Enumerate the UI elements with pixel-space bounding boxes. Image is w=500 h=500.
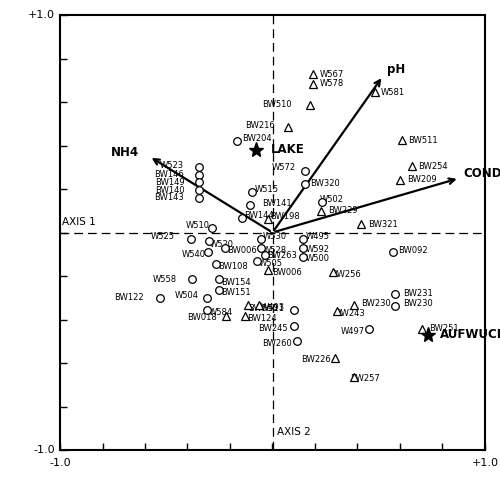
Text: BW092: BW092	[398, 246, 428, 255]
Text: pH: pH	[387, 63, 406, 76]
Text: AUFWUCHS: AUFWUCHS	[440, 328, 500, 341]
Text: W495: W495	[306, 232, 330, 241]
Text: BW260: BW260	[262, 339, 292, 348]
Text: BW151: BW151	[222, 288, 251, 297]
Text: W505: W505	[258, 259, 282, 268]
Text: BW251: BW251	[428, 324, 458, 334]
Text: BW006: BW006	[272, 268, 302, 277]
Text: BW140: BW140	[154, 186, 184, 194]
Text: BW550: BW550	[248, 304, 278, 312]
Text: BW198: BW198	[270, 212, 300, 220]
Text: BW263: BW263	[267, 251, 297, 260]
Text: BW149: BW149	[154, 178, 184, 187]
Text: BW216: BW216	[245, 122, 274, 130]
Text: BW146: BW146	[154, 170, 184, 179]
Text: LAKE: LAKE	[270, 144, 304, 156]
Text: W578: W578	[320, 80, 344, 88]
Text: W520: W520	[210, 240, 234, 249]
Text: W540: W540	[182, 250, 206, 260]
Text: BW511: BW511	[408, 136, 438, 144]
Text: W558: W558	[153, 275, 177, 284]
Text: BW108: BW108	[218, 262, 248, 270]
Text: BW204: BW204	[242, 134, 272, 143]
Text: BW231: BW231	[403, 289, 433, 298]
Text: BW006: BW006	[227, 246, 256, 255]
Text: W581: W581	[381, 88, 405, 96]
Text: BW209: BW209	[408, 176, 437, 184]
Text: W572: W572	[272, 163, 296, 172]
Text: W567: W567	[320, 70, 344, 78]
Text: BW124: BW124	[247, 314, 276, 323]
Text: W504: W504	[175, 291, 199, 300]
Text: -1.0: -1.0	[33, 445, 54, 455]
Text: NH4: NH4	[110, 146, 138, 158]
Text: AXIS 2: AXIS 2	[277, 427, 310, 437]
Text: BW256: BW256	[331, 270, 360, 280]
Text: BW122: BW122	[114, 293, 144, 302]
Text: COND: COND	[464, 168, 500, 180]
Text: BW229: BW229	[328, 206, 358, 215]
Text: BW154: BW154	[222, 278, 251, 286]
Text: BW230: BW230	[403, 298, 433, 308]
Text: -1.0: -1.0	[49, 458, 71, 468]
Text: W525: W525	[151, 232, 175, 241]
Text: AXIS 1: AXIS 1	[62, 217, 96, 227]
Text: BW320: BW320	[310, 179, 340, 188]
Text: BW243: BW243	[335, 309, 365, 318]
Text: W510: W510	[186, 221, 210, 230]
Text: W523: W523	[160, 160, 184, 170]
Text: W528: W528	[263, 246, 287, 255]
Text: BW141: BW141	[262, 198, 292, 207]
Text: BW226: BW226	[301, 355, 331, 364]
Text: W502: W502	[320, 194, 343, 203]
Text: BW230: BW230	[360, 300, 390, 308]
Text: W515: W515	[254, 185, 278, 194]
Text: W584: W584	[209, 308, 233, 317]
Text: +1.0: +1.0	[28, 10, 54, 20]
Text: BW245: BW245	[258, 324, 288, 332]
Text: BW143: BW143	[154, 193, 184, 202]
Text: W511: W511	[261, 304, 285, 312]
Text: BW254: BW254	[418, 162, 448, 170]
Text: +1.0: +1.0	[472, 458, 498, 468]
Text: BW018: BW018	[188, 314, 217, 322]
Text: BW510: BW510	[262, 100, 292, 108]
Text: W592: W592	[306, 246, 330, 254]
Text: W497: W497	[341, 327, 365, 336]
Text: W493: W493	[260, 303, 285, 312]
Text: BW257: BW257	[350, 374, 380, 384]
Text: BW144: BW144	[244, 211, 274, 220]
Text: BW321: BW321	[368, 220, 398, 228]
Text: W530: W530	[263, 232, 287, 241]
Text: W500: W500	[306, 254, 330, 263]
